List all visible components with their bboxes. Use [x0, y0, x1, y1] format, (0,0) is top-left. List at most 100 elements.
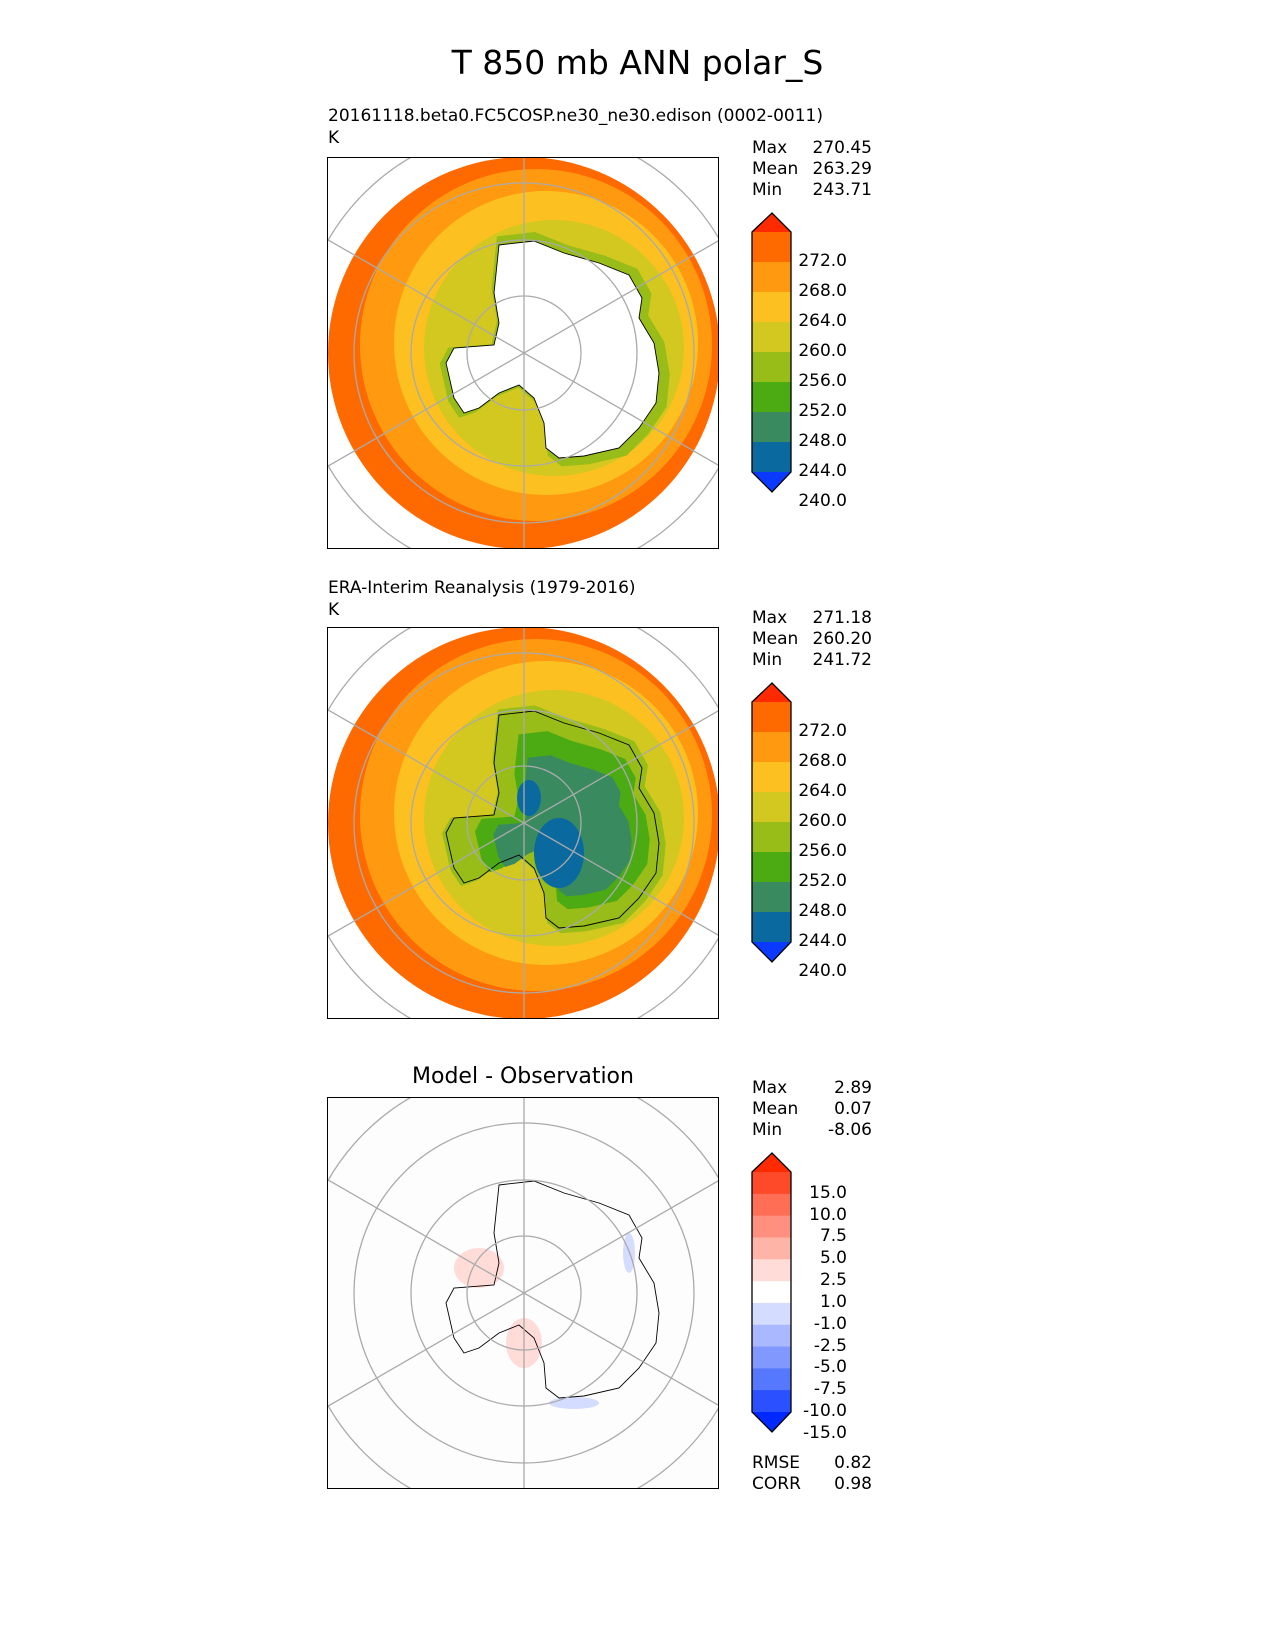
stat-value: 0.98: [834, 1474, 872, 1494]
colorbar-bin: [752, 382, 791, 413]
colorbar-tick-label: 252.0: [798, 871, 847, 891]
colorbar-tick-label: -5.0: [813, 1357, 847, 1378]
coastline: [445, 710, 660, 929]
panel1-stats: Max 270.45 Mean 263.29 Min 243.71: [752, 138, 872, 201]
colorbar-bin: [752, 683, 791, 702]
stat-label: Max: [752, 608, 788, 628]
map-layer: [328, 628, 718, 1018]
colorbar-bin: [752, 942, 791, 962]
stat-label: CORR: [752, 1474, 801, 1494]
panel2-colorbar: 272.0 268.0 264.0 260.0 256.0 252.0 248.0 244.0…: [751, 682, 847, 981]
colorbar-tick-label: 240.0: [798, 961, 847, 981]
stat-label: Max: [752, 138, 788, 158]
stat-row: Max 270.45: [752, 138, 872, 159]
panel3-stats: Max 2.89 Mean 0.07 Min -8.06: [752, 1078, 872, 1141]
colorbar-tick-label: -15.0: [803, 1422, 847, 1443]
contour-fill: [454, 1248, 504, 1288]
colorbar-bin: [752, 702, 791, 733]
colorbar-tick-label: 15.0: [809, 1182, 847, 1203]
colorbar-tick-label: 1.0: [819, 1291, 847, 1312]
colorbar-tick-label: 5.0: [819, 1248, 847, 1269]
panel2-map: [327, 627, 719, 1019]
colorbar-bin: [752, 1153, 791, 1172]
stat-value: -8.06: [828, 1120, 872, 1140]
colorbar-bin: [752, 1324, 791, 1348]
stat-value: 0.82: [834, 1453, 872, 1473]
longitude-gridline: [328, 1180, 718, 1407]
panel1-map: [327, 157, 719, 549]
panel3-map: [327, 1097, 719, 1489]
colorbar-bin: [752, 1368, 791, 1391]
stat-row: Mean 260.20: [752, 629, 872, 650]
colorbar-tick-label: -1.0: [813, 1313, 847, 1334]
longitude-gridline: [328, 240, 718, 467]
stat-row: RMSE 0.82: [752, 1453, 872, 1474]
stat-value: 241.72: [812, 650, 872, 670]
colorbar-tick-label: 264.0: [798, 311, 847, 331]
colorbar-tick-label: 256.0: [798, 841, 847, 861]
stat-label: Max: [752, 1078, 788, 1098]
panel3-scores: RMSE 0.82 CORR 0.98: [752, 1453, 872, 1495]
contour-fill: [549, 1397, 599, 1409]
colorbar-bin: [752, 232, 791, 263]
colorbar-tick-label: 252.0: [798, 401, 847, 421]
panel1-units: K: [328, 128, 340, 148]
contour-fill: [517, 780, 541, 816]
colorbar-bin: [752, 1172, 791, 1195]
colorbar-bin: [752, 352, 791, 383]
colorbar-bin: [752, 882, 791, 913]
stat-label: RMSE: [752, 1453, 801, 1473]
coastline: [445, 240, 660, 459]
colorbar-tick-label: -7.5: [813, 1379, 847, 1400]
colorbar-bin: [752, 1390, 791, 1413]
colorbar-tick-label: 10.0: [809, 1204, 847, 1225]
stat-label: Mean: [752, 1099, 799, 1119]
stat-row: Max 271.18: [752, 608, 872, 629]
colorbar-tick-label: 7.5: [819, 1226, 847, 1247]
colorbar-bin: [752, 1346, 791, 1369]
panel2-units: K: [328, 600, 340, 620]
longitude-gridline: [328, 710, 718, 937]
colorbar-tick-label: 256.0: [798, 371, 847, 391]
figure-title: T 850 mb ANN polar_S: [451, 43, 824, 82]
colorbar-tick-label: 260.0: [798, 811, 847, 831]
colorbar-tick-label: 268.0: [798, 281, 847, 301]
stat-label: Mean: [752, 159, 799, 179]
colorbar-tick-label: 264.0: [798, 781, 847, 801]
colorbar-tick-label: 248.0: [798, 901, 847, 921]
colorbar-tick-label: 2.5: [819, 1270, 847, 1291]
stat-value: 2.89: [834, 1078, 872, 1098]
stat-value: 243.71: [812, 180, 872, 200]
stat-row: Mean 263.29: [752, 159, 872, 180]
colorbar-bin: [752, 732, 791, 763]
colorbar-bin: [752, 1237, 791, 1260]
colorbar-bin: [752, 762, 791, 793]
colorbar-bin: [752, 322, 791, 353]
stat-row: Min 241.72: [752, 650, 872, 671]
colorbar-bin: [752, 1215, 791, 1238]
stat-label: Min: [752, 1120, 783, 1140]
stat-row: Mean 0.07: [752, 1099, 872, 1120]
panel1-colorbar: 272.0 268.0 264.0 260.0 256.0 252.0 248.0 244.0…: [751, 212, 847, 511]
stat-label: Mean: [752, 629, 799, 649]
stat-value: 270.45: [812, 138, 872, 158]
colorbar-tick-label: 240.0: [798, 491, 847, 511]
panel2-stats: Max 271.18 Mean 260.20 Min 241.72: [752, 608, 872, 671]
colorbar-tick-label: 272.0: [798, 251, 847, 271]
panel3-colorbar: 15.0 10.0 7.5 5.0 2.5 1.0 -1.0 -2.5 -5.0 -7.5 -10.…: [751, 1152, 847, 1443]
colorbar-tick-label: -10.0: [803, 1401, 847, 1421]
colorbar-outline: [751, 212, 792, 493]
stat-row: CORR 0.98: [752, 1474, 872, 1495]
colorbar-tick-label: 272.0: [798, 721, 847, 741]
panel3-title: Model - Observation: [412, 1064, 634, 1089]
stat-row: Max 2.89: [752, 1078, 872, 1099]
colorbar-bin: [752, 792, 791, 823]
stat-label: Min: [752, 650, 783, 670]
colorbar-tick-label: 244.0: [798, 461, 847, 481]
colorbar-bin: [752, 912, 791, 943]
stat-value: 0.07: [834, 1099, 872, 1119]
panel2-title: ERA-Interim Reanalysis (1979-2016): [328, 578, 636, 598]
colorbar-bin: [752, 852, 791, 883]
coastline: [445, 1180, 660, 1399]
stat-value: 260.20: [812, 629, 872, 649]
